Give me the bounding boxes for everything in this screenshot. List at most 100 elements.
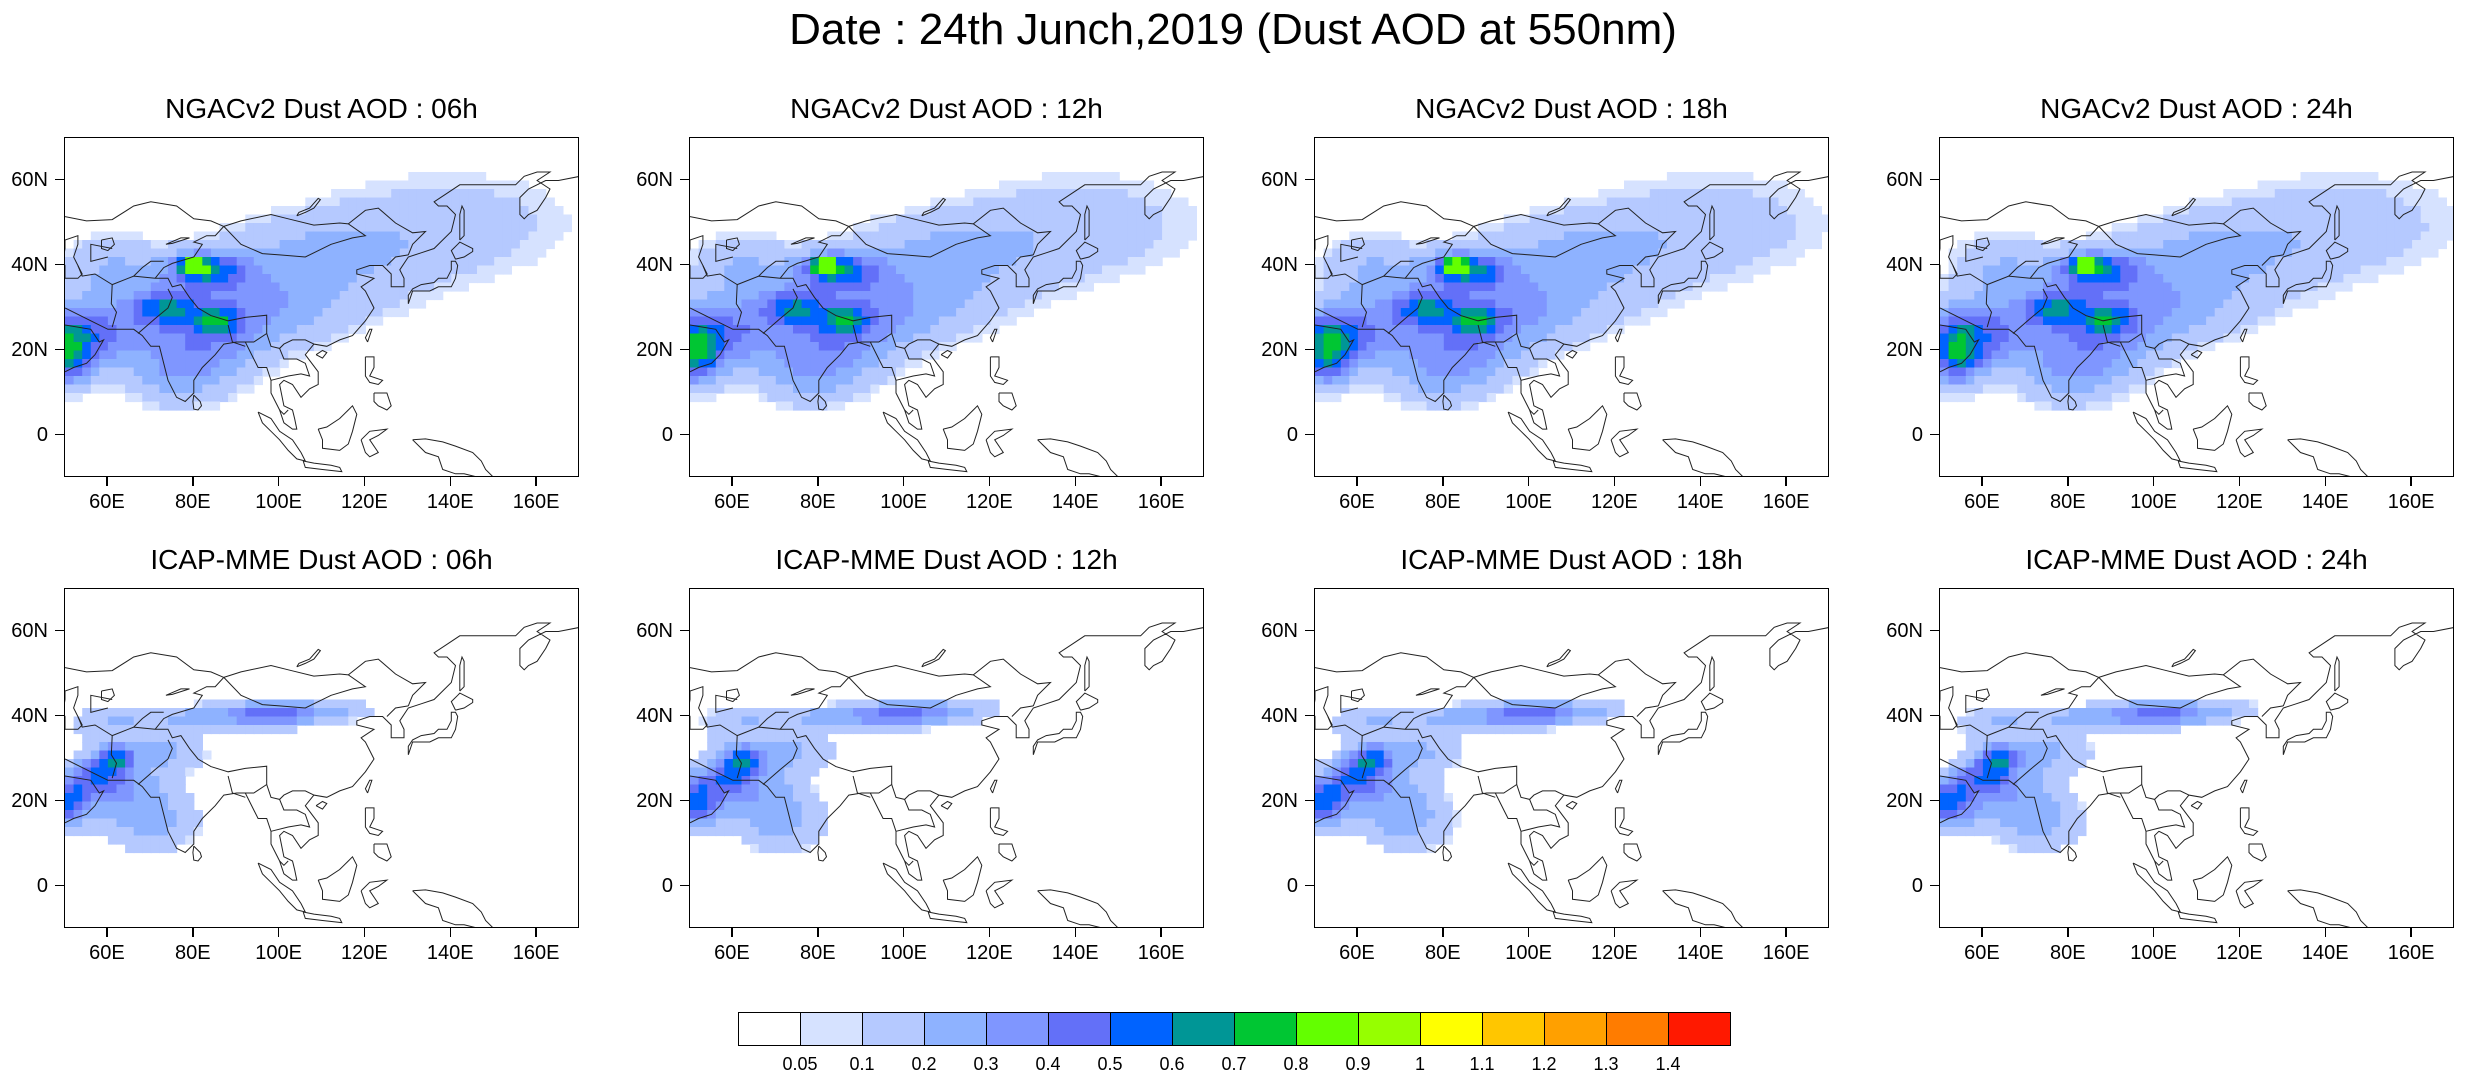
aod-cell — [2404, 223, 2413, 232]
aod-cell — [529, 240, 538, 249]
aod-cell — [1658, 266, 1667, 275]
aod-cell — [973, 291, 982, 300]
aod-cell — [1974, 351, 1983, 360]
aod-cell — [742, 274, 751, 283]
aod-cell — [1512, 257, 1521, 266]
aod-cell — [117, 308, 126, 317]
aod-cell — [2198, 215, 2207, 224]
coastline — [1566, 351, 1577, 359]
aod-cell — [1068, 223, 1077, 232]
aod-cell — [733, 334, 742, 343]
aod-cell — [776, 283, 785, 292]
aod-cell — [784, 751, 793, 760]
aod-cell — [1530, 368, 1539, 377]
aod-cell — [314, 291, 323, 300]
aod-cell — [1676, 291, 1685, 300]
aod-cell — [1992, 300, 2001, 309]
aod-cell — [288, 274, 297, 283]
aod-cell — [391, 274, 400, 283]
aod-cell — [1315, 317, 1324, 326]
aod-cell — [1119, 198, 1128, 207]
aod-cell — [271, 317, 280, 326]
aod-cell — [1111, 274, 1120, 283]
aod-cell — [1650, 291, 1659, 300]
aod-cell — [142, 742, 151, 751]
aod-cell — [819, 734, 828, 743]
aod-cell — [1530, 291, 1539, 300]
aod-cell — [930, 325, 939, 334]
aod-cell — [1701, 198, 1710, 207]
aod-cell — [400, 291, 409, 300]
aod-cell — [477, 172, 486, 181]
aod-cell — [1983, 376, 1992, 385]
aod-cell — [529, 189, 538, 198]
aod-cell — [408, 198, 417, 207]
aod-cell — [511, 257, 520, 266]
x-tick-mark — [450, 928, 452, 937]
aod-cell — [1093, 172, 1102, 181]
aod-cell — [125, 308, 134, 317]
aod-cell — [168, 393, 177, 402]
aod-cell — [853, 283, 862, 292]
aod-cell — [887, 359, 896, 368]
aod-cell — [1375, 317, 1384, 326]
coastline — [818, 846, 827, 861]
aod-cell — [862, 700, 871, 709]
aod-cell — [1016, 206, 1025, 215]
aod-cell — [434, 172, 443, 181]
aod-cell — [2249, 300, 2258, 309]
aod-cell — [1341, 274, 1350, 283]
aod-cell — [1478, 700, 1487, 709]
coastline — [258, 412, 305, 461]
aod-cell — [939, 291, 948, 300]
aod-cell — [1059, 249, 1068, 258]
aod-cell — [1530, 359, 1539, 368]
aod-cell — [331, 334, 340, 343]
aod-cell — [185, 342, 194, 351]
aod-cell — [1427, 300, 1436, 309]
aod-cell — [793, 768, 802, 777]
aod-cell — [690, 793, 699, 802]
aod-cell — [151, 291, 160, 300]
aod-cell — [305, 232, 314, 241]
aod-cell — [2275, 240, 2284, 249]
aod-cell — [784, 325, 793, 334]
aod-cell — [1718, 283, 1727, 292]
aod-cell — [1624, 181, 1633, 190]
aod-cell — [699, 793, 708, 802]
aod-cell — [2429, 223, 2438, 232]
aod-cell — [948, 274, 957, 283]
aod-cell — [314, 342, 323, 351]
aod-cell — [2017, 368, 2026, 377]
aod-cell — [2266, 274, 2275, 283]
aod-cell — [202, 308, 211, 317]
aod-cell — [948, 308, 957, 317]
aod-cell — [1547, 283, 1556, 292]
aod-cell — [2215, 215, 2224, 224]
aod-cell — [827, 725, 836, 734]
aod-cell — [2232, 291, 2241, 300]
aod-cell — [1547, 274, 1556, 283]
aod-cell — [2438, 215, 2447, 224]
y-tick-label: 20N — [11, 790, 48, 812]
aod-cell — [1573, 708, 1582, 717]
aod-cell — [1581, 308, 1590, 317]
aod-cell — [1521, 300, 1530, 309]
aod-cell — [2395, 240, 2404, 249]
aod-cell — [1470, 368, 1479, 377]
aod-cell — [2120, 283, 2129, 292]
coastline — [365, 357, 382, 385]
aod-cell — [1349, 376, 1358, 385]
aod-cell — [125, 368, 134, 377]
coastline — [316, 802, 327, 810]
aod-cell — [520, 206, 529, 215]
aod-cell — [185, 317, 194, 326]
aod-cell — [503, 240, 512, 249]
aod-cell — [802, 249, 811, 258]
aod-cell — [185, 368, 194, 377]
aod-cell — [1085, 274, 1094, 283]
aod-cell — [2095, 334, 2104, 343]
aod-cell — [468, 257, 477, 266]
aod-cell — [862, 385, 871, 394]
aod-cell — [1573, 283, 1582, 292]
